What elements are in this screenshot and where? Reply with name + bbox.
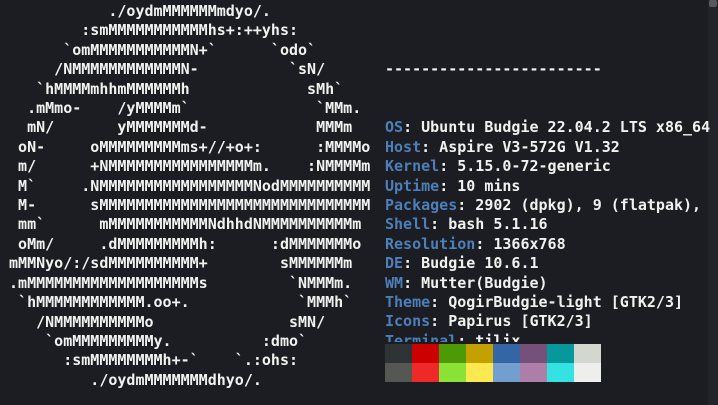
info-value: : 5.15.0-72-generic [439,157,611,176]
info-label: Shell [385,215,431,234]
info-line-icons: Icons: Papirus [GTK2/3] [385,312,718,331]
palette-swatch [466,344,493,364]
info-value: : Ubuntu Budgie 22.04.2 LTS x86_64 [403,118,711,137]
palette-swatch [493,344,520,364]
info-value: : bash 5.1.16 [430,215,548,234]
info-line-de: DE: Budgie 10.6.1 [385,254,718,273]
info-label: Theme [385,293,431,312]
info-label: Icons [385,312,431,331]
palette-swatch [520,344,547,364]
info-label: OS [385,118,404,137]
palette-swatch [385,344,412,364]
palette-swatch [574,363,601,383]
info-value: : tilix [457,331,521,342]
neofetch-separator: ------------------------ [385,60,602,79]
info-label: Resolution [385,234,476,253]
info-line-wm: WM: Mutter(Budgie) [385,274,718,293]
palette-row-bright [385,363,601,383]
scrollbar-thumb[interactable] [709,0,717,7]
info-value: : 2902 (dpkg), 9 (flatpak), [457,196,702,215]
info-value: : 1366x768 [475,234,566,253]
info-line-kernel: Kernel: 5.15.0-72-generic [385,157,718,176]
neofetch-info-lines: OS: Ubuntu Budgie 22.04.2 LTS x86_64 Host… [385,118,718,342]
info-value: : Mutter(Budgie) [403,273,548,292]
info-value: : Aspire V3-572G V1.32 [421,137,620,156]
scrollbar-track[interactable] [708,0,718,405]
info-value: : Budgie 10.6.1 [403,254,539,273]
terminal-color-palette [385,344,601,383]
info-line-resolution: Resolution: 1366x768 [385,235,718,254]
info-label: WM [385,273,404,292]
info-line-theme: Theme: QogirBudgie-light [GTK2/3] [385,293,718,312]
info-line-shell: Shell: bash 5.1.16 [385,215,718,234]
info-line-uptime: Uptime: 10 mins [385,177,718,196]
palette-swatch [547,344,574,364]
palette-swatch [439,363,466,383]
palette-swatch [493,363,520,383]
info-line-packages: Packages: 2902 (dpkg), 9 (flatpak), [385,196,718,215]
neofetch-info-panel: ------------------------ OS: Ubuntu Budg… [385,2,718,342]
info-label: Terminal [385,331,458,342]
info-line-os: OS: Ubuntu Budgie 22.04.2 LTS x86_64 [385,118,718,137]
palette-swatch [385,363,412,383]
neofetch-ascii-logo: ./oydmMMMMMMmdyo/. :smMMMMMMMMMMMhs+:++y… [9,2,371,389]
info-label: Host [385,137,422,156]
palette-swatch [439,344,466,364]
palette-swatch [574,344,601,364]
info-label: Uptime [385,176,440,195]
info-line-terminal: Terminal: tilix [385,332,718,342]
info-value: : 10 mins [439,176,521,195]
palette-swatch [412,363,439,383]
info-value: : QogirBudgie-light [GTK2/3] [430,293,684,312]
palette-row-normal [385,344,601,364]
palette-swatch [466,363,493,383]
palette-swatch [412,344,439,364]
info-label: DE [385,254,404,273]
info-line-host: Host: Aspire V3-572G V1.32 [385,138,718,157]
palette-swatch [520,363,547,383]
info-value: : Papirus [GTK2/3] [430,312,593,331]
palette-swatch [547,363,574,383]
info-label: Packages [385,196,458,215]
info-label: Kernel [385,157,440,176]
